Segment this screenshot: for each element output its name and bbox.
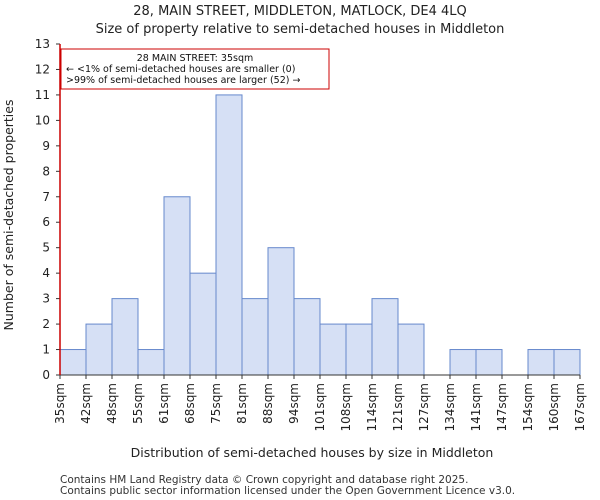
- bar-94sqm: [293, 298, 321, 376]
- bar-108sqm: [345, 323, 373, 376]
- x-tick-label-167sqm: 167sqm: [573, 383, 587, 431]
- y-tick-label-3: 3: [42, 292, 50, 306]
- annotation-line-1: 28 MAIN STREET: 35sqm: [137, 53, 253, 64]
- bar-141sqm: [475, 349, 503, 376]
- x-tick-label-75sqm: 75sqm: [209, 383, 223, 424]
- bar-81sqm: [241, 298, 269, 376]
- bar-61sqm: [163, 196, 191, 376]
- x-tick-label-61sqm: 61sqm: [157, 383, 171, 424]
- y-tick-label-11: 11: [35, 88, 50, 102]
- x-tick-label-134sqm: 134sqm: [443, 383, 457, 431]
- x-tick-label-88sqm: 88sqm: [261, 383, 275, 424]
- x-tick-label-35sqm: 35sqm: [53, 383, 67, 424]
- bar-35sqm: [59, 349, 87, 376]
- y-tick-label-4: 4: [42, 266, 50, 280]
- chart-subtitle: Size of property relative to semi-detach…: [96, 22, 505, 37]
- bar-75sqm: [215, 94, 243, 376]
- x-tick-label-108sqm: 108sqm: [339, 383, 353, 431]
- footer-line-1: Contains HM Land Registry data © Crown c…: [60, 474, 468, 486]
- x-tick-label-81sqm: 81sqm: [235, 383, 249, 424]
- y-axis-label: Number of semi-detached properties: [1, 100, 16, 331]
- annotation-frame: [60, 48, 330, 90]
- x-tick-label-147sqm: 147sqm: [495, 383, 509, 431]
- y-tick-label-5: 5: [42, 241, 50, 255]
- y-tick-label-1: 1: [42, 343, 50, 357]
- y-tick-label-2: 2: [42, 317, 50, 331]
- y-tick-label-10: 10: [35, 113, 50, 127]
- bar-68sqm: [189, 272, 217, 376]
- bar-134sqm: [449, 349, 477, 376]
- x-tick-label-55sqm: 55sqm: [131, 383, 145, 424]
- y-tick-label-13: 13: [35, 37, 50, 51]
- x-tick-label-48sqm: 48sqm: [105, 383, 119, 424]
- x-tick-label-114sqm: 114sqm: [365, 383, 379, 431]
- chart-title: 28, MAIN STREET, MIDDLETON, MATLOCK, DE4…: [133, 4, 466, 19]
- y-tick-label-8: 8: [42, 164, 50, 178]
- bars-group: [59, 94, 581, 376]
- bar-101sqm: [319, 323, 347, 376]
- annotation-box: 28 MAIN STREET: 35sqm ← <1% of semi-deta…: [60, 48, 330, 90]
- bar-48sqm: [111, 298, 139, 376]
- annotation-line-2: ← <1% of semi-detached houses are smalle…: [66, 64, 295, 75]
- y-tick-label-7: 7: [42, 190, 50, 204]
- x-tick-label-121sqm: 121sqm: [391, 383, 405, 431]
- bar-55sqm: [137, 349, 165, 376]
- bar-154sqm: [527, 349, 555, 376]
- y-tick-label-0: 0: [42, 368, 50, 382]
- x-axis-label: Distribution of semi-detached houses by …: [131, 445, 494, 460]
- x-tick-label-101sqm: 101sqm: [313, 383, 327, 431]
- y-tick-label-6: 6: [42, 215, 50, 229]
- x-tick-label-154sqm: 154sqm: [521, 383, 535, 431]
- annotation-line-3: >99% of semi-detached houses are larger …: [66, 75, 300, 86]
- x-ticks-group: 35sqm 42sqm 48sqm 55sqm 61sqm 68sqm 75sqm 81sqm…: [53, 375, 587, 431]
- bar-121sqm: [397, 323, 425, 376]
- x-tick-label-160sqm: 160sqm: [547, 383, 561, 431]
- bar-88sqm: [267, 247, 295, 376]
- y-tick-label-9: 9: [42, 139, 50, 153]
- bar-114sqm: [371, 298, 399, 376]
- x-tick-label-127sqm: 127sqm: [417, 383, 431, 431]
- x-tick-label-42sqm: 42sqm: [79, 383, 93, 424]
- bar-42sqm: [85, 323, 113, 376]
- y-tick-label-12: 12: [35, 62, 50, 76]
- x-tick-label-68sqm: 68sqm: [183, 383, 197, 424]
- footer-line-2: Contains public sector information licen…: [60, 485, 515, 497]
- x-tick-label-141sqm: 141sqm: [469, 383, 483, 431]
- bar-160sqm: [553, 349, 581, 376]
- x-tick-label-94sqm: 94sqm: [287, 383, 301, 424]
